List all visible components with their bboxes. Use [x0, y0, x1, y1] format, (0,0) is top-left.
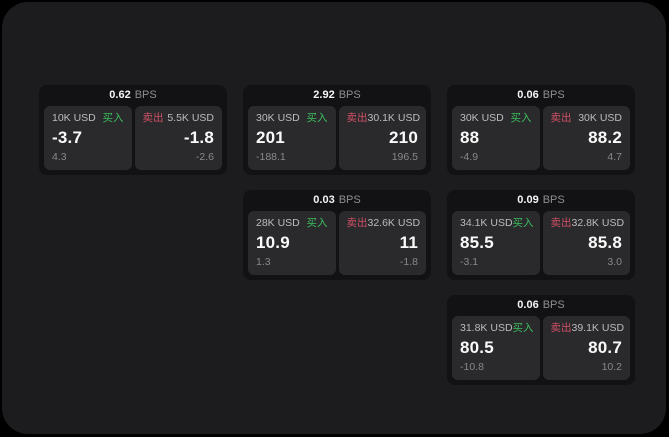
quote-card: 0.03 BPS 28K USD 买入 10.9 1.3 卖出 32.6K US…	[243, 190, 431, 280]
bps-header: 0.62 BPS	[44, 85, 222, 106]
quote-card: 0.06 BPS 31.8K USD 买入 80.5 -10.8 卖出 39.1…	[447, 295, 635, 385]
buy-panel[interactable]: 28K USD 买入 10.9 1.3	[248, 211, 336, 275]
bps-header: 0.06 BPS	[452, 295, 630, 316]
buy-price: 10.9	[256, 233, 290, 252]
sell-panel[interactable]: 卖出 32.8K USD 85.8 3.0	[542, 211, 630, 275]
buy-amount: 34.1K USD	[460, 217, 513, 229]
bps-header: 0.03 BPS	[248, 190, 426, 211]
sell-amount: 30K USD	[578, 112, 622, 124]
buy-amount: 28K USD	[256, 217, 300, 229]
quote-card-body: 31.8K USD 买入 80.5 -10.8 卖出 39.1K USD 80.…	[452, 316, 630, 380]
buy-price: 85.5	[460, 233, 494, 252]
sell-side-label: 卖出	[550, 217, 572, 229]
buy-amount: 31.8K USD	[460, 322, 513, 334]
sell-panel[interactable]: 卖出 30K USD 88.2 4.7	[542, 106, 630, 170]
sell-panel[interactable]: 卖出 32.6K USD 11 -1.8	[338, 211, 426, 275]
sell-panel[interactable]: 卖出 30.1K USD 210 196.5	[338, 106, 426, 170]
bps-value: 0.09	[517, 194, 539, 206]
bps-unit-label: BPS	[134, 89, 157, 101]
buy-amount: 10K USD	[52, 112, 96, 124]
sell-amount: 30.1K USD	[367, 112, 421, 124]
quote-card-body: 30K USD 买入 88 -4.9 卖出 30K USD 88.2 4.7	[452, 106, 630, 170]
sell-price: 80.7	[588, 338, 622, 357]
sell-amount: 32.8K USD	[571, 217, 625, 229]
buy-change: -10.8	[460, 361, 484, 373]
sell-price: 11	[399, 233, 418, 252]
quote-card: 2.92 BPS 30K USD 买入 201 -188.1 卖出 30.1K …	[243, 85, 431, 175]
sell-price: -1.8	[183, 128, 214, 147]
buy-price: 80.5	[460, 338, 494, 357]
buy-panel[interactable]: 30K USD 买入 88 -4.9	[452, 106, 540, 170]
bps-value: 0.03	[313, 194, 335, 206]
bps-value: 0.06	[517, 89, 539, 101]
buy-change: 1.3	[256, 256, 271, 268]
bps-value: 2.92	[313, 89, 335, 101]
sell-side-label: 卖出	[346, 112, 368, 124]
buy-price: 201	[256, 128, 285, 147]
sell-side-label: 卖出	[550, 112, 572, 124]
buy-amount: 30K USD	[256, 112, 300, 124]
sell-panel[interactable]: 卖出 5.5K USD -1.8 -2.6	[134, 106, 222, 170]
bps-unit-label: BPS	[338, 194, 361, 206]
sell-amount: 5.5K USD	[167, 112, 214, 124]
bps-unit-label: BPS	[542, 89, 565, 101]
buy-panel[interactable]: 34.1K USD 买入 85.5 -3.1	[452, 211, 540, 275]
sell-change: 4.7	[607, 151, 622, 163]
quote-card-body: 28K USD 买入 10.9 1.3 卖出 32.6K USD 11 -1.8	[248, 211, 426, 275]
sell-price: 210	[389, 128, 418, 147]
sell-side-label: 卖出	[550, 322, 572, 334]
bps-unit-label: BPS	[542, 299, 565, 311]
buy-change: -4.9	[460, 151, 479, 163]
sell-change: -1.8	[399, 256, 418, 268]
buy-panel[interactable]: 31.8K USD 买入 80.5 -10.8	[452, 316, 540, 380]
bps-header: 0.09 BPS	[452, 190, 630, 211]
bps-header: 2.92 BPS	[248, 85, 426, 106]
quote-card-body: 30K USD 买入 201 -188.1 卖出 30.1K USD 210 1…	[248, 106, 426, 170]
quote-card: 0.09 BPS 34.1K USD 买入 85.5 -3.1 卖出 32.8K…	[447, 190, 635, 280]
sell-amount: 32.6K USD	[367, 217, 421, 229]
buy-price: 88	[460, 128, 480, 147]
sell-change: 10.2	[601, 361, 622, 373]
buy-change: -3.1	[460, 256, 479, 268]
buy-side-label: 买入	[512, 322, 534, 334]
buy-side-label: 买入	[306, 217, 328, 229]
bps-value: 0.62	[109, 89, 131, 101]
bps-unit-label: BPS	[338, 89, 361, 101]
buy-price: -3.7	[52, 128, 83, 147]
sell-amount: 39.1K USD	[571, 322, 625, 334]
quote-card: 0.06 BPS 30K USD 买入 88 -4.9 卖出 30K USD	[447, 85, 635, 175]
sell-price: 85.8	[588, 233, 622, 252]
quote-card: 0.62 BPS 10K USD 买入 -3.7 4.3 卖出 5.5K USD	[39, 85, 227, 175]
buy-side-label: 买入	[510, 112, 532, 124]
sell-change: 3.0	[607, 256, 622, 268]
quote-card-body: 34.1K USD 买入 85.5 -3.1 卖出 32.8K USD 85.8…	[452, 211, 630, 275]
sell-side-label: 卖出	[346, 217, 368, 229]
bps-value: 0.06	[517, 299, 539, 311]
buy-panel[interactable]: 30K USD 买入 201 -188.1	[248, 106, 336, 170]
bps-unit-label: BPS	[542, 194, 565, 206]
sell-panel[interactable]: 卖出 39.1K USD 80.7 10.2	[542, 316, 630, 380]
sell-change: -2.6	[195, 151, 214, 163]
buy-side-label: 买入	[102, 112, 124, 124]
sell-side-label: 卖出	[142, 112, 164, 124]
quote-card-body: 10K USD 买入 -3.7 4.3 卖出 5.5K USD -1.8 -2.…	[44, 106, 222, 170]
bps-header: 0.06 BPS	[452, 85, 630, 106]
buy-change: -188.1	[256, 151, 286, 163]
buy-change: 4.3	[52, 151, 67, 163]
buy-side-label: 买入	[512, 217, 534, 229]
sell-price: 88.2	[588, 128, 622, 147]
buy-amount: 30K USD	[460, 112, 504, 124]
sell-change: 196.5	[391, 151, 418, 163]
buy-side-label: 买入	[306, 112, 328, 124]
buy-panel[interactable]: 10K USD 买入 -3.7 4.3	[44, 106, 132, 170]
